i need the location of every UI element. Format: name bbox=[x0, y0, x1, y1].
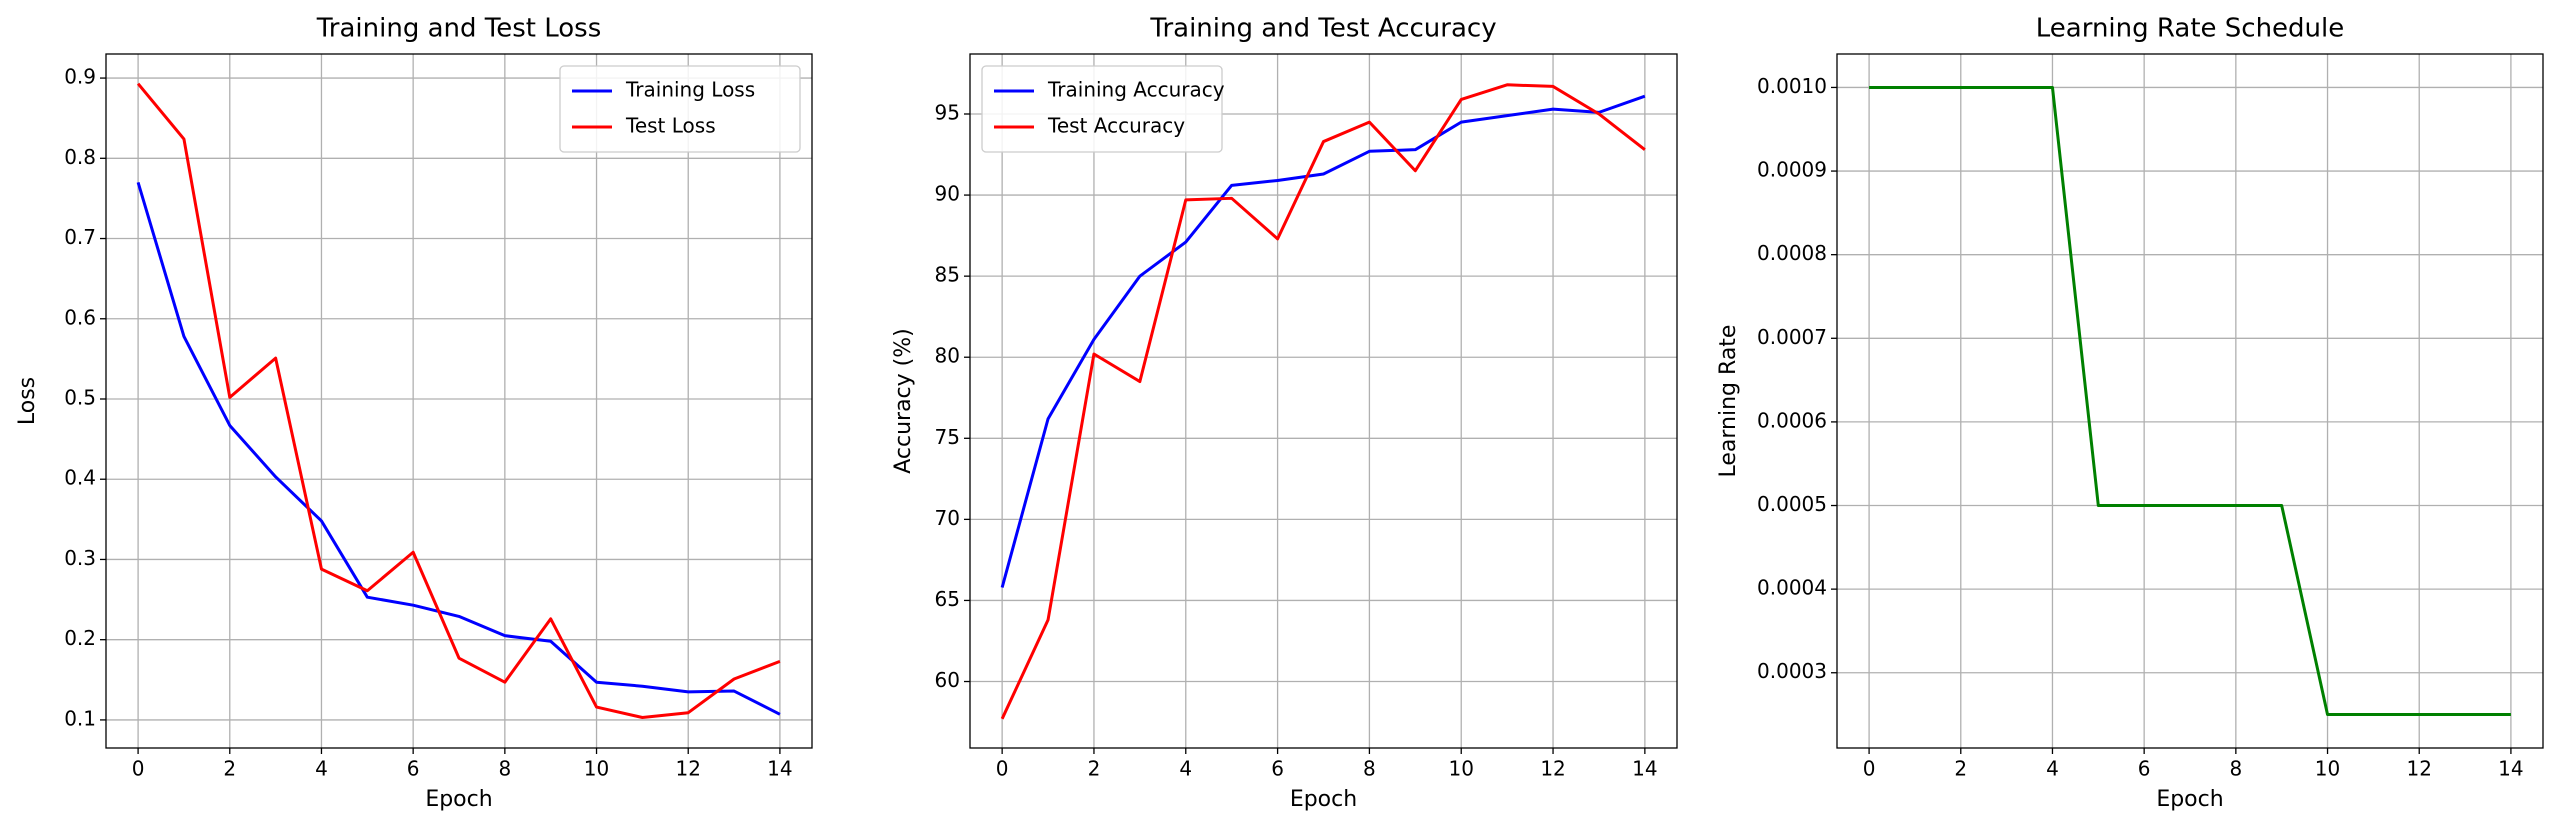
legend-box bbox=[559, 65, 801, 153]
x-tick-label: 2 bbox=[1088, 757, 1101, 781]
y-tick-label: 0.8 bbox=[64, 145, 96, 169]
y-tick-label: 0.0008 bbox=[1757, 241, 1827, 265]
y-tick-label: 0.1 bbox=[64, 706, 96, 730]
y-tick-label: 0.0004 bbox=[1757, 576, 1827, 600]
chart-title: Training and Test Loss bbox=[316, 14, 602, 44]
x-axis-label: Epoch bbox=[425, 787, 492, 812]
data-line bbox=[1000, 83, 1646, 720]
chart-title: Training and Test Accuracy bbox=[1149, 14, 1496, 44]
chart-title: Learning Rate Schedule bbox=[2036, 14, 2345, 44]
axes-frame bbox=[105, 53, 813, 749]
x-tick-label: 10 bbox=[1449, 757, 1474, 781]
y-tick-label: 0.0005 bbox=[1757, 492, 1827, 516]
y-tick-label: 85 bbox=[935, 263, 960, 287]
x-tick-label: 14 bbox=[2498, 757, 2523, 781]
x-tick-label: 12 bbox=[675, 757, 700, 781]
y-axis-label: Loss bbox=[15, 377, 40, 425]
y-tick-label: 0.9 bbox=[64, 65, 96, 89]
panel: 0 2 4 6 8 10 12 14 0.0003 0.0004 0.0005 0.0006 0.000… bbox=[1716, 14, 2544, 812]
x-tick-label: 14 bbox=[767, 757, 792, 781]
y-tick-label: 60 bbox=[935, 668, 960, 692]
y-axis-label: Learning Rate bbox=[1716, 325, 1741, 478]
x-tick-label: 0 bbox=[132, 757, 145, 781]
data-line bbox=[1869, 85, 2511, 717]
x-tick-label: 8 bbox=[498, 757, 511, 781]
y-tick-label: 0.0010 bbox=[1757, 74, 1827, 98]
y-tick-label: 0.3 bbox=[64, 546, 96, 570]
x-tick-label: 12 bbox=[1540, 757, 1565, 781]
panel: 0 2 4 6 8 10 12 14 60 65 70 75 80 85 90 95 Training and … bbox=[891, 14, 1678, 812]
axes-frame bbox=[969, 53, 1678, 749]
y-tick-label: 0.7 bbox=[64, 225, 96, 249]
x-tick-label: 0 bbox=[1863, 757, 1876, 781]
x-tick-label: 4 bbox=[315, 757, 328, 781]
x-tick-label: 14 bbox=[1632, 757, 1657, 781]
y-axis-label: Accuracy (%) bbox=[891, 328, 916, 474]
y-tick-label: 0.5 bbox=[64, 385, 96, 409]
y-tick-label: 0.0009 bbox=[1757, 158, 1827, 182]
panel: 0 2 4 6 8 10 12 14 0.1 0.2 0.3 0.4 0.5 0.6 0.7 0.8 0.9 Tr… bbox=[15, 14, 813, 812]
axes-frame bbox=[1836, 53, 2544, 749]
y-tick-label: 65 bbox=[935, 587, 960, 611]
y-tick-label: 80 bbox=[935, 344, 960, 368]
x-tick-label: 2 bbox=[223, 757, 236, 781]
y-tick-label: 0.4 bbox=[64, 466, 96, 490]
x-tick-label: 8 bbox=[1363, 757, 1376, 781]
x-tick-label: 0 bbox=[996, 757, 1009, 781]
y-tick-label: 0.0003 bbox=[1757, 659, 1827, 683]
x-axis-label: Epoch bbox=[1290, 787, 1357, 812]
x-tick-label: 10 bbox=[584, 757, 609, 781]
x-tick-label: 8 bbox=[2229, 757, 2242, 781]
x-tick-label: 2 bbox=[1954, 757, 1967, 781]
y-tick-label: 0.2 bbox=[64, 626, 96, 650]
y-tick-label: 0.6 bbox=[64, 305, 96, 329]
x-tick-label: 6 bbox=[2138, 757, 2151, 781]
x-tick-label: 6 bbox=[407, 757, 420, 781]
y-tick-label: 75 bbox=[935, 425, 960, 449]
data-line bbox=[136, 82, 781, 720]
x-tick-label: 4 bbox=[1179, 757, 1192, 781]
x-tick-label: 4 bbox=[2046, 757, 2059, 781]
legend-box bbox=[981, 65, 1223, 153]
y-tick-label: 70 bbox=[935, 506, 960, 530]
data-line bbox=[1000, 94, 1646, 588]
x-tick-label: 12 bbox=[2406, 757, 2431, 781]
x-axis-label: Epoch bbox=[2156, 787, 2223, 812]
y-tick-label: 90 bbox=[935, 182, 960, 206]
y-tick-label: 95 bbox=[935, 100, 960, 124]
y-tick-label: 0.0007 bbox=[1757, 325, 1827, 349]
legend-label: Test Loss bbox=[625, 114, 716, 138]
x-tick-label: 10 bbox=[2315, 757, 2340, 781]
y-tick-label: 0.0006 bbox=[1757, 408, 1827, 432]
legend-label: Training Loss bbox=[625, 78, 755, 102]
legend-label: Training Accuracy bbox=[1047, 78, 1225, 102]
data-line bbox=[136, 181, 781, 716]
legend-label: Test Accuracy bbox=[1047, 114, 1185, 138]
x-tick-label: 6 bbox=[1271, 757, 1284, 781]
